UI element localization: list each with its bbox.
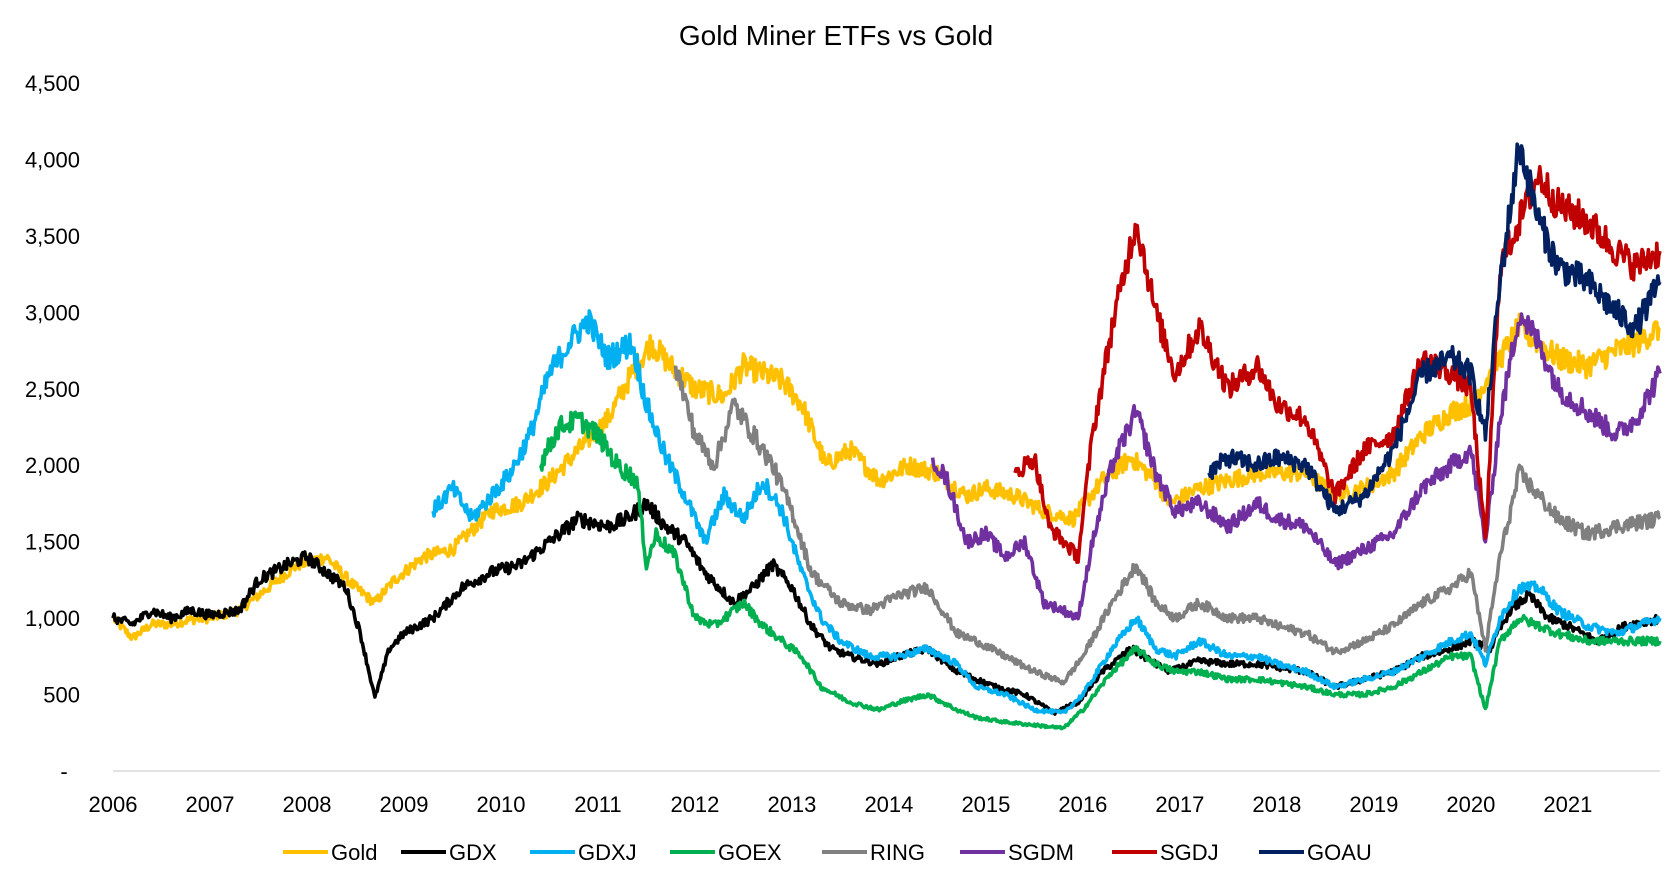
x-tick-label: 2018 [1252, 792, 1301, 817]
legend-label: SGDJ [1160, 840, 1219, 865]
chart-title: Gold Miner ETFs vs Gold [679, 20, 993, 51]
y-tick-label: 500 [43, 683, 80, 708]
x-tick-label: 2010 [476, 792, 525, 817]
y-tick-label: 4,500 [25, 71, 80, 96]
legend-item-sgdm: SGDM [960, 840, 1074, 865]
x-tick-label: 2017 [1155, 792, 1204, 817]
legend-label: GOAU [1307, 840, 1372, 865]
y-tick-label: 1,000 [25, 606, 80, 631]
y-axis: - 500 1,000 1,500 2,000 2,500 3,000 3,500 4,000 4… [25, 71, 80, 784]
x-tick-label: 2006 [89, 792, 138, 817]
legend-label: GOEX [718, 840, 782, 865]
legend-label: Gold [331, 840, 377, 865]
y-tick-label: 1,500 [25, 530, 80, 555]
series-line-gold [112, 312, 1661, 641]
series-line-sgdm [930, 312, 1662, 621]
y-tick-label: 3,500 [25, 224, 80, 249]
y-tick-label: 4,000 [25, 147, 80, 172]
legend-item-ring: RING [822, 840, 925, 865]
legend-label: GDX [449, 840, 497, 865]
legend-item-goex: GOEX [670, 840, 782, 865]
series-line-sgdj [1013, 165, 1662, 564]
legend-item-gold: Gold [283, 840, 377, 865]
x-tick-label: 2012 [670, 792, 719, 817]
x-tick-label: 2015 [961, 792, 1010, 817]
y-tick-label: - [60, 759, 67, 784]
legend: Gold GDX GDXJ GOEX RING SGDM SGDJ GOAU [283, 840, 1372, 865]
series-line-ring [673, 365, 1662, 686]
legend-label: GDXJ [578, 840, 637, 865]
x-tick-label: 2019 [1349, 792, 1398, 817]
series-line-gdx [111, 497, 1662, 716]
x-tick-label: 2011 [574, 792, 621, 817]
legend-item-goau: GOAU [1259, 840, 1372, 865]
legend-item-gdxj: GDXJ [530, 840, 637, 865]
x-axis: 2006 2007 2008 2009 2010 2011 2012 2013 2014 2015… [89, 792, 1593, 817]
x-tick-label: 2020 [1446, 792, 1495, 817]
x-tick-label: 2007 [186, 792, 235, 817]
y-tick-label: 2,000 [25, 453, 80, 478]
x-tick-label: 2016 [1058, 792, 1107, 817]
x-tick-label: 2013 [767, 792, 816, 817]
series-line-gdxj [431, 309, 1662, 715]
x-tick-label: 2009 [379, 792, 428, 817]
legend-label: SGDM [1008, 840, 1074, 865]
series-line-goex [539, 410, 1662, 731]
x-tick-label: 2014 [864, 792, 913, 817]
y-tick-label: 3,000 [25, 300, 80, 325]
x-tick-label: 2021 [1543, 792, 1592, 817]
legend-item-gdx: GDX [401, 840, 497, 865]
y-tick-label: 2,500 [25, 377, 80, 402]
series-line-goau [1207, 142, 1662, 517]
x-tick-label: 2008 [283, 792, 332, 817]
legend-item-sgdj: SGDJ [1112, 840, 1219, 865]
series-lines [111, 142, 1662, 731]
legend-label: RING [870, 840, 925, 865]
